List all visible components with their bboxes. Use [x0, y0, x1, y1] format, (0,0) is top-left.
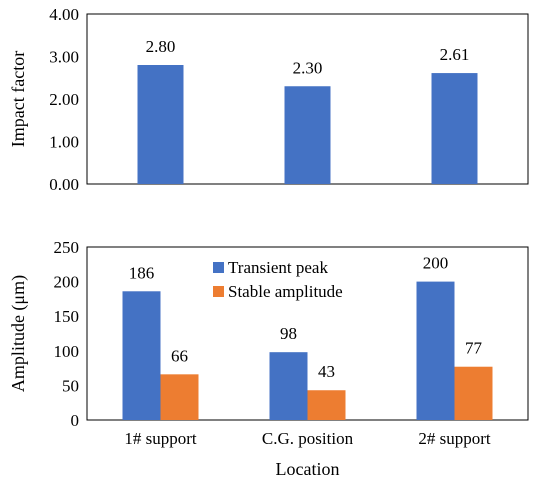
- bar: [122, 291, 161, 420]
- y-tick-label: 250: [54, 238, 80, 257]
- data-label: 2.61: [440, 45, 470, 64]
- data-label: 2.80: [146, 37, 176, 56]
- bar: [431, 73, 478, 184]
- data-label: 2.30: [293, 58, 323, 77]
- legend-swatch: [213, 286, 224, 297]
- bar: [269, 352, 308, 420]
- y-tick-label: 1.00: [49, 133, 79, 152]
- data-label: 66: [171, 346, 188, 365]
- data-label: 98: [280, 324, 297, 343]
- y-tick-label: 50: [62, 376, 79, 395]
- data-label: 77: [465, 339, 483, 358]
- bar: [416, 281, 455, 420]
- y-tick-label: 3.00: [49, 48, 79, 67]
- bar: [284, 86, 331, 184]
- legend-swatch: [213, 262, 224, 273]
- x-tick-label: 1# support: [124, 429, 197, 448]
- y-tick-label: 100: [54, 342, 80, 361]
- y-tick-label: 200: [54, 273, 80, 292]
- y-tick-label: 4.00: [49, 5, 79, 24]
- y-tick-label: 0.00: [49, 175, 79, 194]
- y-axis-title: Impact factor: [8, 51, 28, 147]
- x-tick-label: 2# support: [418, 429, 491, 448]
- legend-label: Stable amplitude: [228, 282, 343, 301]
- bar: [160, 374, 199, 420]
- y-tick-label: 0: [71, 411, 80, 430]
- bar: [137, 65, 184, 184]
- y-tick-label: 2.00: [49, 90, 79, 109]
- x-tick-label: C.G. position: [262, 429, 354, 448]
- data-label: 43: [318, 362, 335, 381]
- bar: [454, 366, 493, 420]
- y-axis-title: Amplitude (μm): [8, 275, 29, 392]
- bar: [307, 390, 346, 420]
- y-tick-label: 150: [54, 307, 80, 326]
- data-label: 200: [423, 254, 449, 273]
- legend-label: Transient peak: [228, 258, 328, 277]
- x-axis-title: Location: [276, 459, 340, 479]
- data-label: 186: [129, 263, 155, 282]
